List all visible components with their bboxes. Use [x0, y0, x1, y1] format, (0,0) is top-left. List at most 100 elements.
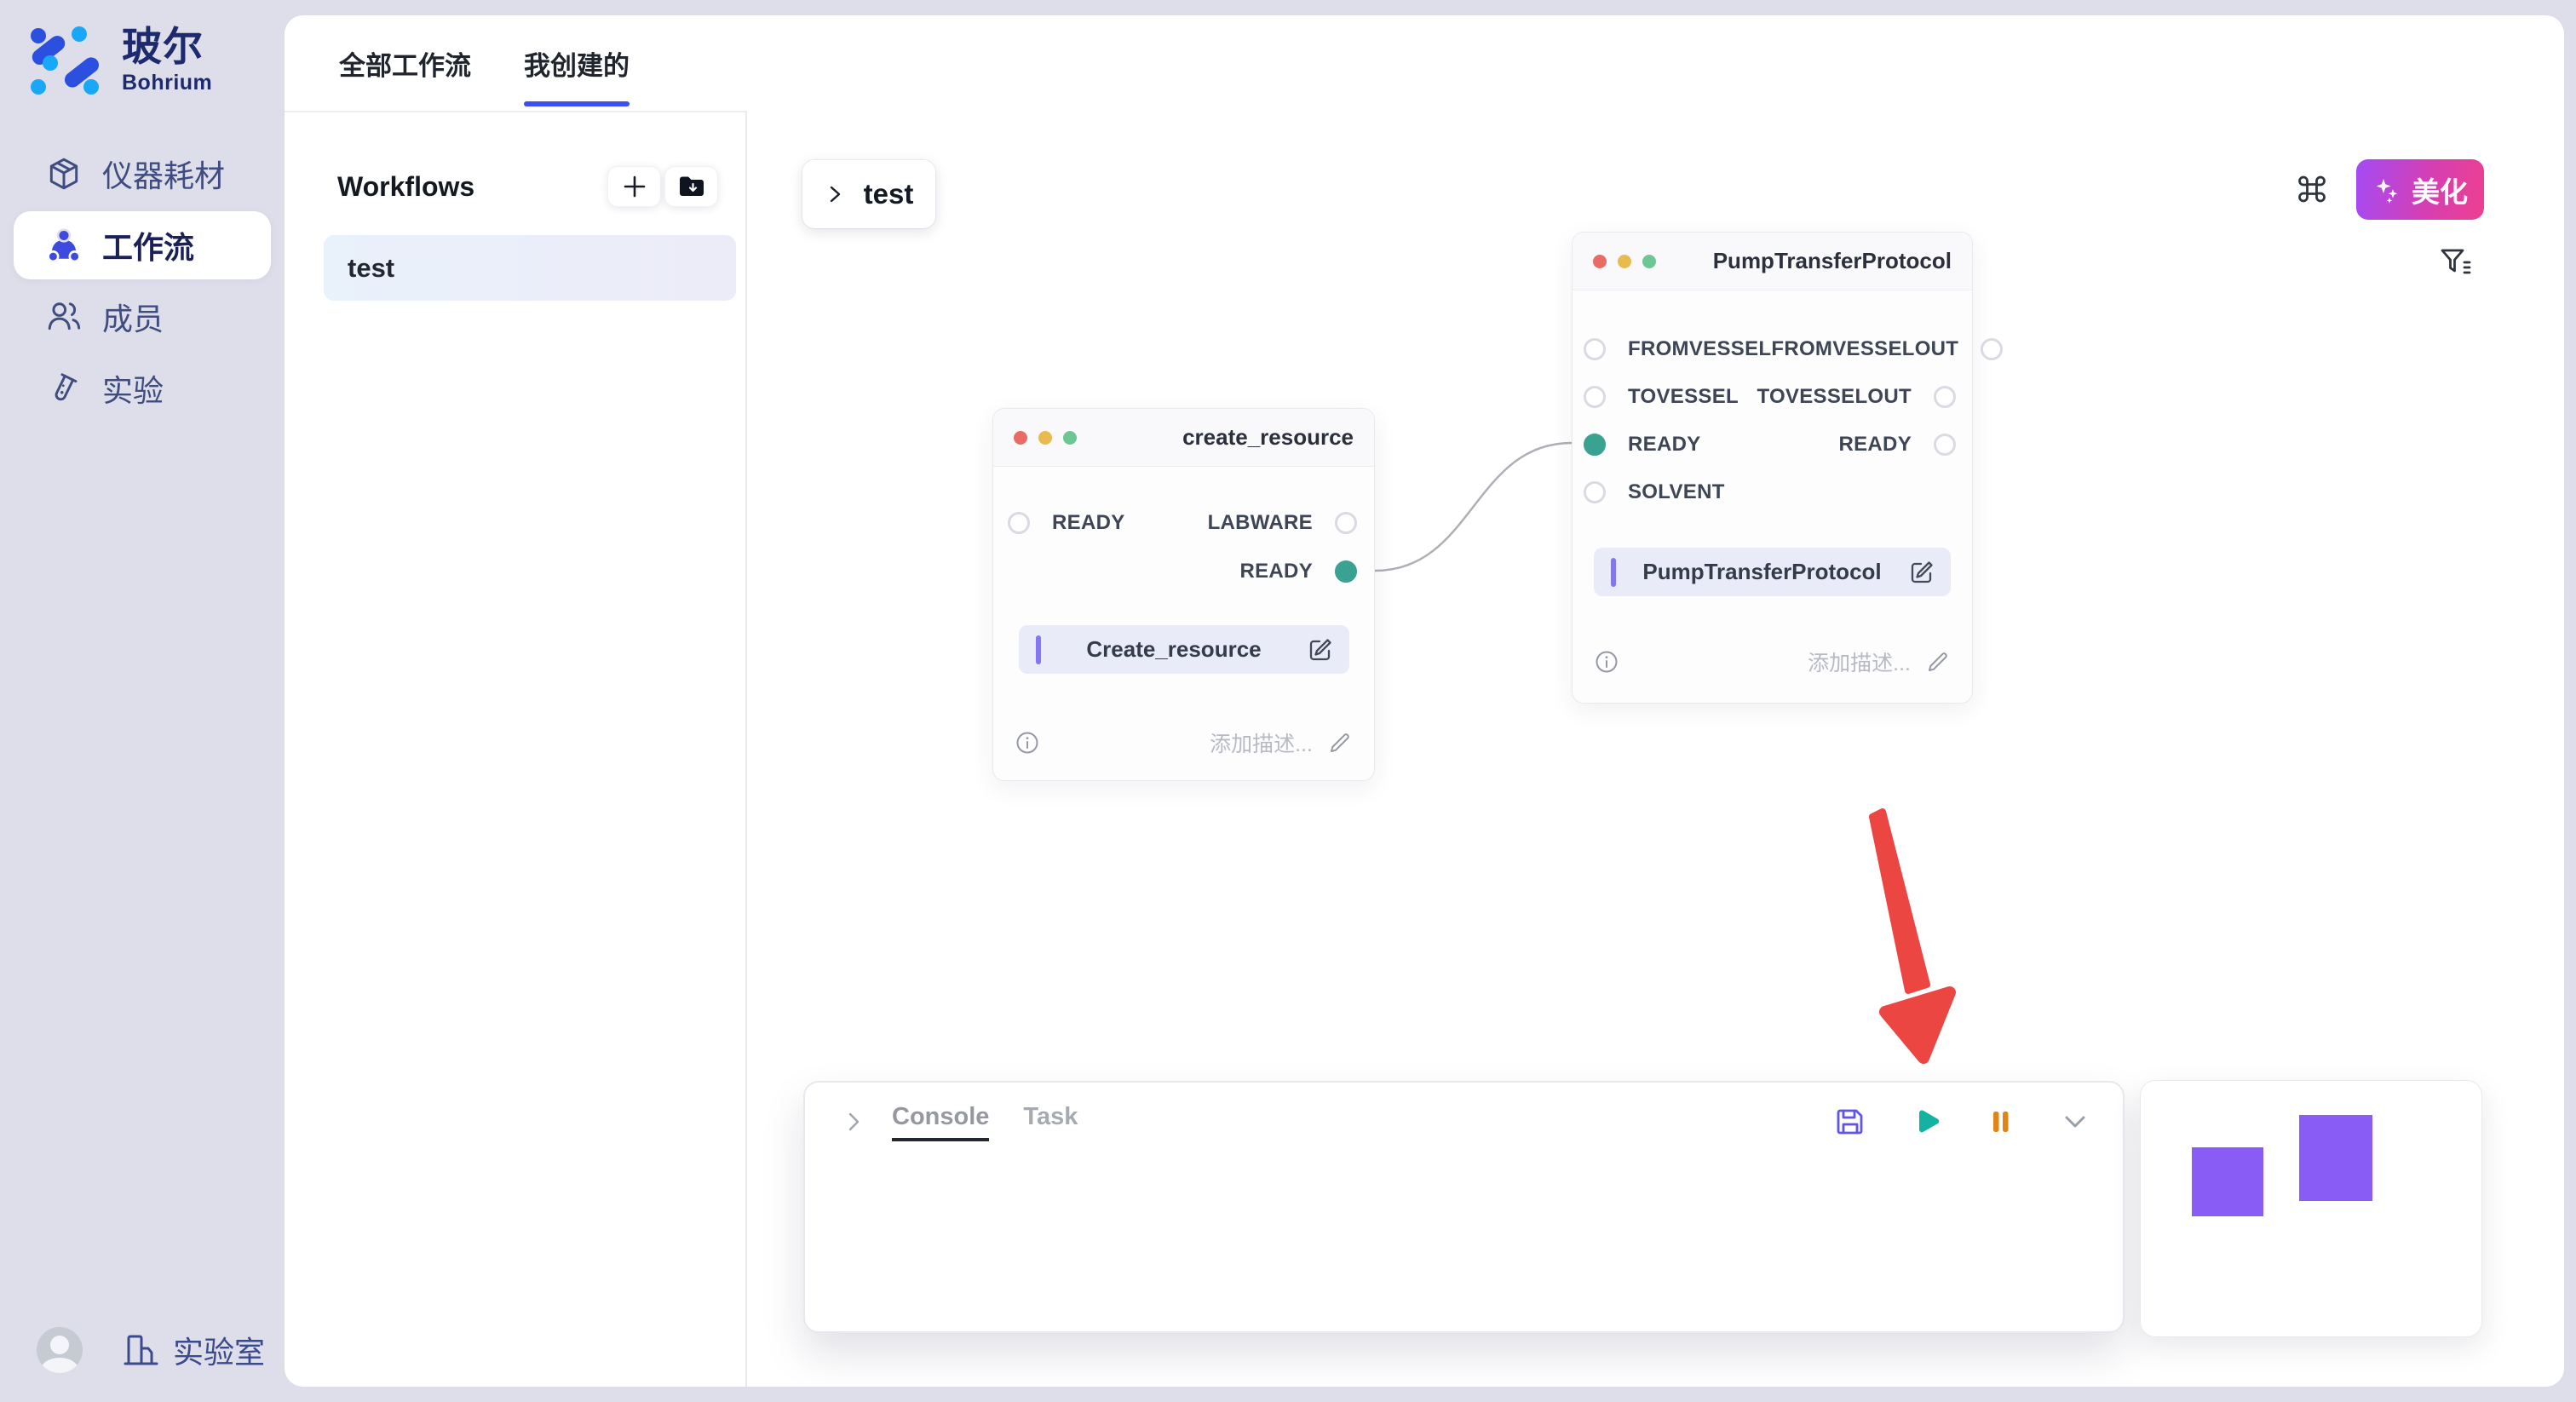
console-actions	[1834, 1106, 2091, 1138]
info-icon[interactable]	[1015, 731, 1039, 755]
breadcrumb[interactable]: test	[802, 160, 935, 228]
port-out-tovesselout[interactable]	[1934, 386, 1956, 408]
sidebar-nav: 仪器耗材 工作流 成员	[14, 140, 271, 422]
port-label: READY	[1052, 511, 1125, 534]
sidebar-item-label: 仪器耗材	[102, 158, 226, 193]
save-icon[interactable]	[1834, 1106, 1866, 1138]
collapse-chevron-icon[interactable]	[842, 1111, 865, 1133]
workflow-list-item-test[interactable]: test	[324, 235, 736, 301]
app-sidebar: 玻尔 Bohrium 仪器耗材 工作流	[0, 0, 285, 1402]
minimap-node-pump-transfer	[2299, 1115, 2372, 1201]
port-in-ready[interactable]	[1584, 434, 1606, 456]
description-placeholder[interactable]: 添加描述...	[1808, 652, 1911, 675]
pencil-icon[interactable]	[1926, 650, 1950, 674]
tab-label: 全部工作流	[339, 50, 471, 81]
node-action-create-resource[interactable]: Create_resource	[1019, 625, 1349, 674]
port-label: READY	[1628, 433, 1701, 456]
workflow-item-name: test	[348, 252, 395, 283]
edit-icon[interactable]	[1908, 559, 1935, 586]
breadcrumb-label: test	[863, 178, 914, 210]
port-out-fromvesselout[interactable]	[1981, 338, 2004, 360]
text-caret	[1036, 635, 1041, 664]
node-footer: 添加描述...	[993, 719, 1374, 767]
traffic-dots-icon	[1593, 254, 1713, 268]
import-workflow-button[interactable]	[664, 166, 718, 207]
edit-icon[interactable]	[1307, 636, 1334, 664]
node-pump-transfer-protocol[interactable]: PumpTransferProtocol FROMVESSEL FROMVESS…	[1572, 232, 2004, 704]
brand: 玻尔 Bohrium	[28, 24, 212, 97]
port-in-fromvessel[interactable]	[1584, 338, 1606, 360]
minimap[interactable]	[2140, 1080, 2482, 1337]
sidebar-item-label: 实验	[102, 373, 164, 408]
port-label: TOVESSEL	[1628, 385, 1739, 408]
package-icon	[49, 158, 78, 190]
active-tab-underline	[524, 101, 630, 106]
lab-label: 实验室	[173, 1335, 266, 1370]
port-label: READY	[1239, 560, 1313, 583]
chevron-right-icon	[830, 186, 840, 203]
tab-label: 我创建的	[524, 50, 630, 81]
console-panel: Console Task	[803, 1081, 2125, 1333]
sidebar-item-label: 成员	[102, 302, 164, 336]
port-out-ready[interactable]	[1335, 560, 1357, 583]
console-tab[interactable]: Console	[892, 1103, 990, 1141]
port-in-solvent[interactable]	[1584, 481, 1606, 503]
test-tube-icon	[55, 373, 78, 401]
run-icon[interactable]	[1909, 1106, 1941, 1138]
sidebar-item-label: 工作流	[102, 230, 195, 265]
port-out-ready[interactable]	[1934, 434, 1956, 456]
main-panel: 全部工作流 我创建的 Workflows test	[285, 15, 2564, 1387]
workflow-list-title: Workflows	[337, 170, 475, 202]
lab-selector[interactable]: 实验室	[122, 1328, 265, 1372]
port-out-labware[interactable]	[1335, 512, 1357, 534]
node-title: PumpTransferProtocol	[1712, 248, 1952, 273]
console-header: Console Task	[842, 1100, 2091, 1144]
port-label: FROMVESSELOUT	[1771, 337, 1959, 360]
task-tab[interactable]: Task	[1023, 1102, 1078, 1130]
avatar[interactable]	[37, 1327, 83, 1373]
bohrium-logo-icon	[31, 26, 100, 95]
members-icon	[48, 302, 81, 330]
building-icon	[124, 1335, 158, 1365]
node-header: PumpTransferProtocol	[1573, 233, 1972, 290]
port-in-tovessel[interactable]	[1584, 386, 1606, 408]
info-icon[interactable]	[1595, 650, 1619, 674]
folder-download-icon	[679, 176, 704, 196]
sparkles-icon	[2376, 178, 2398, 204]
sidebar-item-workflows[interactable]: 工作流	[14, 211, 271, 279]
pencil-icon[interactable]	[1328, 731, 1352, 755]
workflow-icon	[47, 228, 81, 263]
minimap-node-create-resource	[2192, 1147, 2263, 1216]
action-label: PumpTransferProtocol	[1642, 559, 1882, 584]
sidebar-item-instruments[interactable]: 仪器耗材	[14, 140, 271, 208]
traffic-dots-icon	[1014, 430, 1182, 445]
add-workflow-button[interactable]	[607, 166, 661, 207]
brand-subtitle: Bohrium	[122, 71, 213, 95]
node-action-pump-transfer[interactable]: PumpTransferProtocol	[1594, 548, 1951, 596]
port-label: TOVESSELOUT	[1757, 385, 1912, 408]
pause-icon[interactable]	[1984, 1106, 2016, 1138]
tab-all-workflows[interactable]: 全部工作流	[339, 15, 471, 111]
description-placeholder[interactable]: 添加描述...	[1210, 733, 1313, 756]
text-caret	[1611, 557, 1616, 587]
flow-canvas[interactable]: test 美化 create_resource	[747, 111, 2564, 1387]
node-create-resource[interactable]: create_resource READY LABWARE READY	[992, 408, 1375, 781]
port-label: READY	[1838, 433, 1912, 456]
port-label: LABWARE	[1207, 511, 1313, 534]
brand-name: 玻尔	[122, 23, 204, 69]
port-in-ready[interactable]	[1008, 512, 1030, 534]
annotation-arrow	[1869, 808, 1956, 1064]
filter-icon[interactable]	[2438, 245, 2474, 281]
chevron-down-icon[interactable]	[2059, 1106, 2091, 1138]
workflow-list-panel: Workflows test	[285, 111, 747, 1387]
action-label: Create_resource	[1086, 636, 1262, 662]
sidebar-item-members[interactable]: 成员	[14, 283, 271, 351]
node-header: create_resource	[993, 409, 1374, 467]
beautify-button[interactable]: 美化	[2356, 159, 2484, 220]
command-palette-icon[interactable]	[2293, 170, 2331, 208]
tab-created-by-me[interactable]: 我创建的	[524, 15, 630, 111]
plus-icon	[624, 175, 645, 198]
port-label: FROMVESSEL	[1628, 337, 1772, 360]
sidebar-item-experiments[interactable]: 实验	[14, 354, 271, 422]
node-title: create_resource	[1182, 424, 1354, 450]
